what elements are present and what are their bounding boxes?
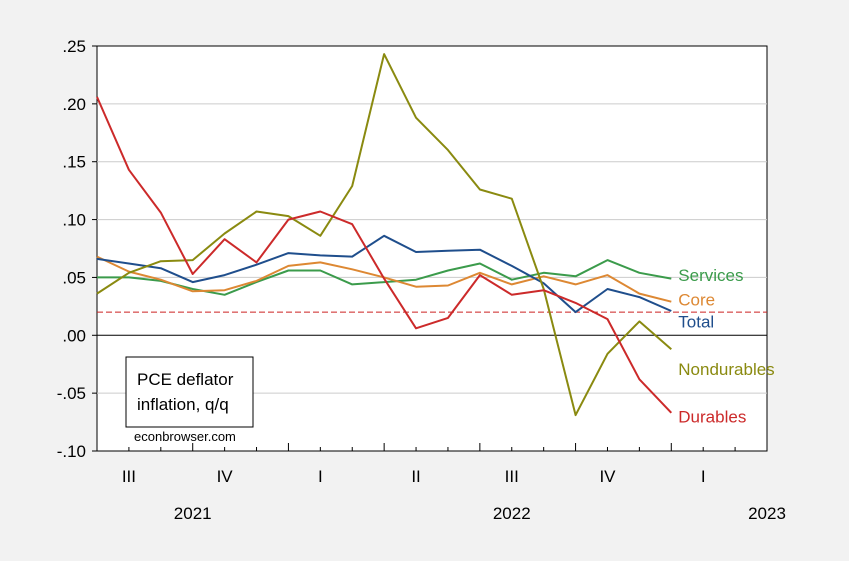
annotation-box: PCE deflator inflation, q/q: [125, 356, 254, 428]
y-tick-label: .05: [62, 268, 86, 287]
y-tick-label: .10: [62, 211, 86, 230]
series-line-nondurables: [96, 53, 672, 417]
y-tick-label: -.10: [57, 442, 86, 461]
series-label-services: Services: [678, 266, 743, 285]
x-quarter-label: II: [411, 467, 420, 486]
x-quarter-label: III: [122, 467, 136, 486]
series-label-core: Core: [678, 290, 715, 309]
annotation-line-1: PCE deflator: [137, 370, 234, 389]
y-tick-label: .25: [62, 37, 86, 56]
source-label: econbrowser.com: [134, 429, 236, 444]
series-line-total: [96, 234, 672, 314]
x-quarter-label: I: [318, 467, 323, 486]
annotation-line-2: inflation, q/q: [137, 395, 229, 414]
y-axis: -.10 -.05 .00 .05 .10 .15 .20 .25: [57, 37, 97, 461]
annotation-box-frame: [125, 356, 254, 428]
series-label-total: Total: [678, 312, 714, 331]
series-line-services: [97, 259, 672, 296]
x-year-label: 2023: [748, 504, 786, 523]
series-group: [96, 53, 673, 417]
x-year-label: 2022: [493, 504, 531, 523]
x-year-label: 2021: [174, 504, 212, 523]
y-tick-label: .15: [62, 153, 86, 172]
y-tick-label: .20: [62, 95, 86, 114]
series-label-nondurables: Nondurables: [678, 360, 774, 379]
series-label-durables: Durables: [678, 407, 746, 426]
series-labels: Services Core Total Nondurables Durables: [678, 266, 774, 426]
series-line-durables: [96, 96, 673, 414]
x-quarter-label: I: [701, 467, 706, 486]
x-quarter-label: IV: [217, 467, 234, 486]
y-tick-label: -.05: [57, 384, 86, 403]
x-quarter-label: III: [505, 467, 519, 486]
x-quarter-label: IV: [599, 467, 616, 486]
y-tick-label: .00: [62, 326, 86, 345]
